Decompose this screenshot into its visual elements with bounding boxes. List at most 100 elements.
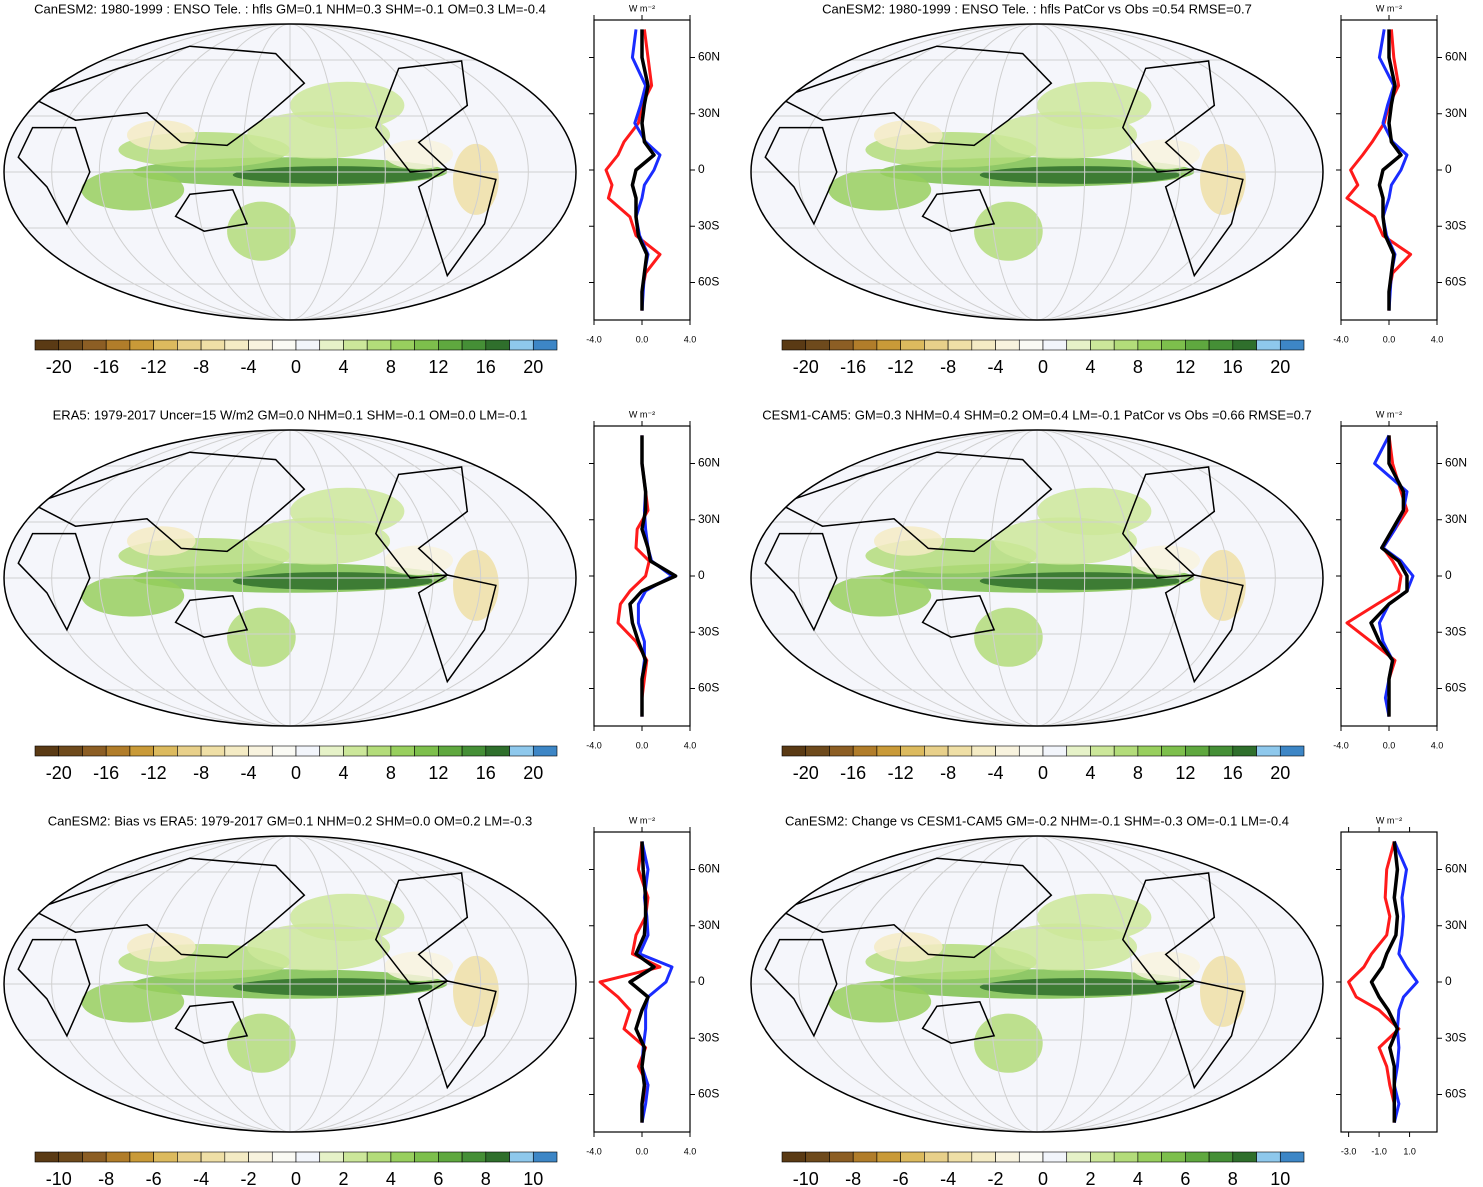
colorbar-box: [200, 1151, 226, 1163]
panel-title: ERA5: 1979-2017 Uncer=15 W/m2 GM=0.0 NHM…: [53, 407, 528, 422]
colorbar-box: [900, 1151, 925, 1163]
y-tick-label: 30N: [1445, 512, 1467, 526]
y-tick-label: 60S: [698, 1087, 719, 1101]
graticule: [241, 430, 339, 726]
colorbar-box: [129, 1151, 154, 1163]
colorbar-label: 16: [476, 763, 496, 783]
map-border: [750, 835, 1324, 1133]
colorbar-label: 4: [1085, 357, 1095, 377]
colorbar-box: [852, 339, 878, 351]
y-tick-label: 30S: [698, 1030, 719, 1044]
graticule: [988, 24, 1086, 320]
colorbar-label: 8: [386, 357, 396, 377]
graticule: [845, 24, 1229, 320]
x-tick-label: 0.0: [636, 1146, 649, 1156]
panel-title: CanESM2: 1980-1999 : ENSO Tele. : hfls P…: [822, 1, 1252, 16]
graticule: [98, 24, 482, 320]
profile-line: [1347, 841, 1401, 1123]
colorbar-box: [1232, 745, 1257, 757]
y-tick-label: 60S: [698, 681, 719, 695]
profile-frame: [593, 425, 691, 727]
field-patch: [126, 526, 196, 556]
colorbar-label: 4: [338, 357, 348, 377]
colorbar-box: [1137, 339, 1162, 351]
colorbar-box: [58, 1151, 83, 1163]
colorbar-box: [248, 745, 273, 757]
profile-line: [630, 29, 656, 311]
colorbar-box: [200, 745, 226, 757]
graticule: [941, 430, 1133, 726]
graticule: [51, 24, 529, 320]
colorbar-label: 0: [291, 1169, 301, 1187]
field-patch: [81, 169, 185, 211]
colorbar-box: [248, 339, 273, 351]
colorbar-label: 20: [1270, 763, 1290, 783]
colorbar-box: [1232, 339, 1257, 351]
colorbar-label: 20: [1270, 357, 1290, 377]
colorbar-box: [1161, 339, 1186, 351]
x-tick-label: 4.0: [1431, 334, 1444, 344]
colorbar-box: [995, 745, 1020, 757]
colorbar-box: [105, 1151, 131, 1163]
colorbar-label: 0: [1038, 763, 1048, 783]
profile-line: [1369, 841, 1400, 1123]
colorbar-label: -8: [193, 357, 209, 377]
map-border: [3, 23, 577, 321]
field-patch: [290, 487, 405, 536]
colorbar-box: [1208, 339, 1234, 351]
colorbar-box: [900, 745, 925, 757]
colorbar-label: 20: [523, 763, 543, 783]
coastline: [374, 60, 469, 173]
colorbar-box: [995, 1151, 1020, 1163]
field-patch: [979, 978, 1180, 996]
field-patch: [81, 575, 185, 617]
colorbar-box: [900, 339, 925, 351]
map-border: [750, 429, 1324, 727]
field-patch: [974, 201, 1043, 261]
colorbar-box: [485, 1151, 510, 1163]
field-patch: [81, 981, 185, 1023]
graticule: [845, 430, 1229, 726]
field-patch: [232, 166, 433, 184]
colorbar-box: [295, 745, 321, 757]
colorbar-box: [829, 745, 854, 757]
colorbar-box: [438, 1151, 463, 1163]
colorbar-box: [177, 339, 202, 351]
unit-label: W m⁻²: [1376, 3, 1402, 13]
field-patch: [232, 978, 433, 996]
colorbar-box: [1279, 745, 1305, 757]
graticule: [798, 430, 1276, 726]
colorbar-label: 8: [1133, 357, 1143, 377]
field-patch: [873, 526, 943, 556]
x-tick-label: -4.0: [1333, 740, 1349, 750]
coastline: [374, 466, 469, 579]
colorbar-label: -4: [988, 763, 1004, 783]
colorbar-label: -4: [241, 357, 257, 377]
colorbar-box: [414, 745, 439, 757]
colorbar-box: [438, 339, 463, 351]
graticule: [194, 836, 386, 1132]
colorbar-label: 8: [481, 1169, 491, 1187]
colorbar-box: [1185, 339, 1210, 351]
colorbar-box: [224, 745, 249, 757]
colorbar-label: 8: [386, 763, 396, 783]
colorbar-box: [200, 339, 226, 351]
map-layer: [751, 24, 1323, 320]
coastline: [777, 451, 1053, 553]
colorbar-label: -6: [893, 1169, 909, 1187]
colorbar-box: [461, 339, 487, 351]
colorbar-box: [1066, 339, 1091, 351]
colorbar-label: 0: [291, 763, 301, 783]
coastline: [417, 574, 497, 684]
colorbar-box: [924, 339, 949, 351]
colorbar-box: [1185, 1151, 1210, 1163]
colorbar-box: [153, 745, 178, 757]
colorbar-box: [995, 339, 1020, 351]
profile-frame: [1340, 425, 1438, 727]
profile-line: [1369, 435, 1409, 717]
colorbar-label: 0: [1038, 1169, 1048, 1187]
colorbar-box: [153, 339, 178, 351]
colorbar-box: [1279, 339, 1305, 351]
colorbar-label: -10: [46, 1169, 72, 1187]
